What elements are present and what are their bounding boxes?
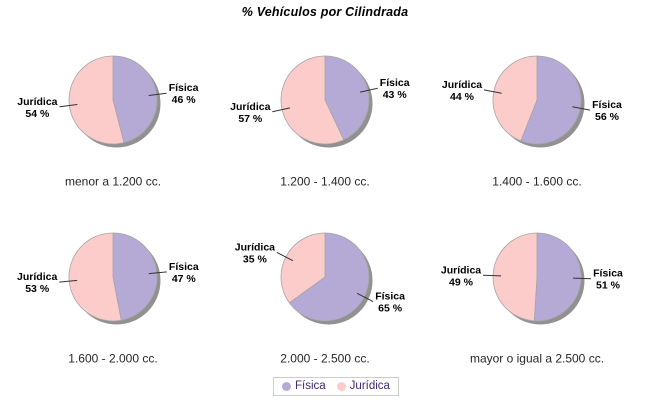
pie-0-slice-juridica-label-name: Jurídica: [17, 96, 57, 108]
pie-4-slice-juridica-label-value: 35 %: [243, 254, 268, 266]
chart-title: % Vehículos por Cilindrada: [241, 5, 409, 19]
pie-1-slice-fisica-leader-line: [360, 87, 378, 93]
legend-item-juridica: Jurídica: [336, 380, 390, 392]
pie-0-category-label: menor a 1.200 cc.: [65, 175, 161, 189]
pie-2-slice-juridica-label-name: Jurídica: [442, 79, 482, 91]
pie-3-slice-fisica-leader-line: [148, 271, 167, 275]
pie-5-slice-juridica-leader-line: [483, 274, 502, 277]
pie-5-slice-fisica-leader-line: [572, 277, 591, 280]
pie-2-slice-juridica-label-value: 44 %: [450, 91, 475, 103]
pie-5-slice-juridica: [492, 232, 538, 322]
pie-5-slice-juridica-label-name: Jurídica: [441, 264, 481, 276]
pie-1-slice-juridica-leader-line: [272, 107, 290, 113]
pie-0-slice-fisica-leader-line: [148, 92, 167, 96]
pie-4-category-label: 2.000 - 2.500 cc.: [280, 352, 369, 366]
pie-3-slice-fisica-label-name: Física: [169, 261, 199, 273]
pie-5-slice-fisica-label-value: 51 %: [596, 280, 621, 292]
pie-1-slice-fisica-label-name: Física: [380, 77, 410, 89]
legend-marker-juridica: [336, 381, 346, 391]
pie-2-slice-fisica-label-value: 56 %: [595, 111, 620, 123]
pie-0-slice-juridica-leader-line: [59, 104, 78, 108]
pie-4-slice-fisica-leader-line: [356, 292, 374, 302]
pie-3-slice-juridica-label-name: Jurídica: [17, 271, 57, 283]
pie-4-slice-fisica-label-name: Física: [375, 291, 405, 303]
pie-2-slice-fisica-leader-line: [572, 106, 591, 111]
pie-4-slice-juridica-leader-line: [276, 252, 294, 262]
pie-1-slice-fisica-label-value: 43 %: [383, 89, 408, 101]
chart-legend: Física Jurídica: [273, 377, 399, 396]
pie-0-slice-fisica-label-name: Física: [169, 82, 199, 94]
pie-1-slice-juridica-label-name: Jurídica: [230, 101, 270, 113]
pie-2-category-label: 1.400 - 1.600 cc.: [492, 175, 581, 189]
pie-2-slice-juridica-leader-line: [483, 89, 502, 94]
pie-5-slice-juridica-label-value: 49 %: [449, 276, 474, 288]
legend-label-juridica: Jurídica: [349, 380, 390, 392]
pie-4-slice-juridica-label-name: Jurídica: [235, 242, 275, 254]
pie-5-category-label: mayor o igual a 2.500 cc.: [470, 352, 604, 366]
pie-1-category-label: 1.200 - 1.400 cc.: [280, 175, 369, 189]
pie-5-slice-fisica-label-name: Física: [593, 268, 623, 280]
pie-3-category-label: 1.600 - 2.000 cc.: [68, 352, 157, 366]
legend-item-fisica: Física: [282, 380, 326, 392]
pie-2-slice-fisica-label-name: Física: [592, 99, 622, 111]
pie-3-slice-fisica-label-value: 47 %: [172, 273, 197, 285]
pie-3-slice-juridica-label-value: 53 %: [25, 283, 50, 295]
pie-3-slice-juridica-leader-line: [59, 279, 78, 283]
pie-0-slice-fisica-label-value: 46 %: [172, 94, 197, 106]
pie-4-slice-fisica-label-value: 65 %: [378, 303, 403, 315]
pie-0-slice-juridica-label-value: 54 %: [25, 108, 50, 120]
pie-1-slice-juridica-label-value: 57 %: [238, 113, 263, 125]
legend-marker-fisica: [282, 381, 291, 391]
legend-label-fisica: Física: [295, 380, 326, 392]
